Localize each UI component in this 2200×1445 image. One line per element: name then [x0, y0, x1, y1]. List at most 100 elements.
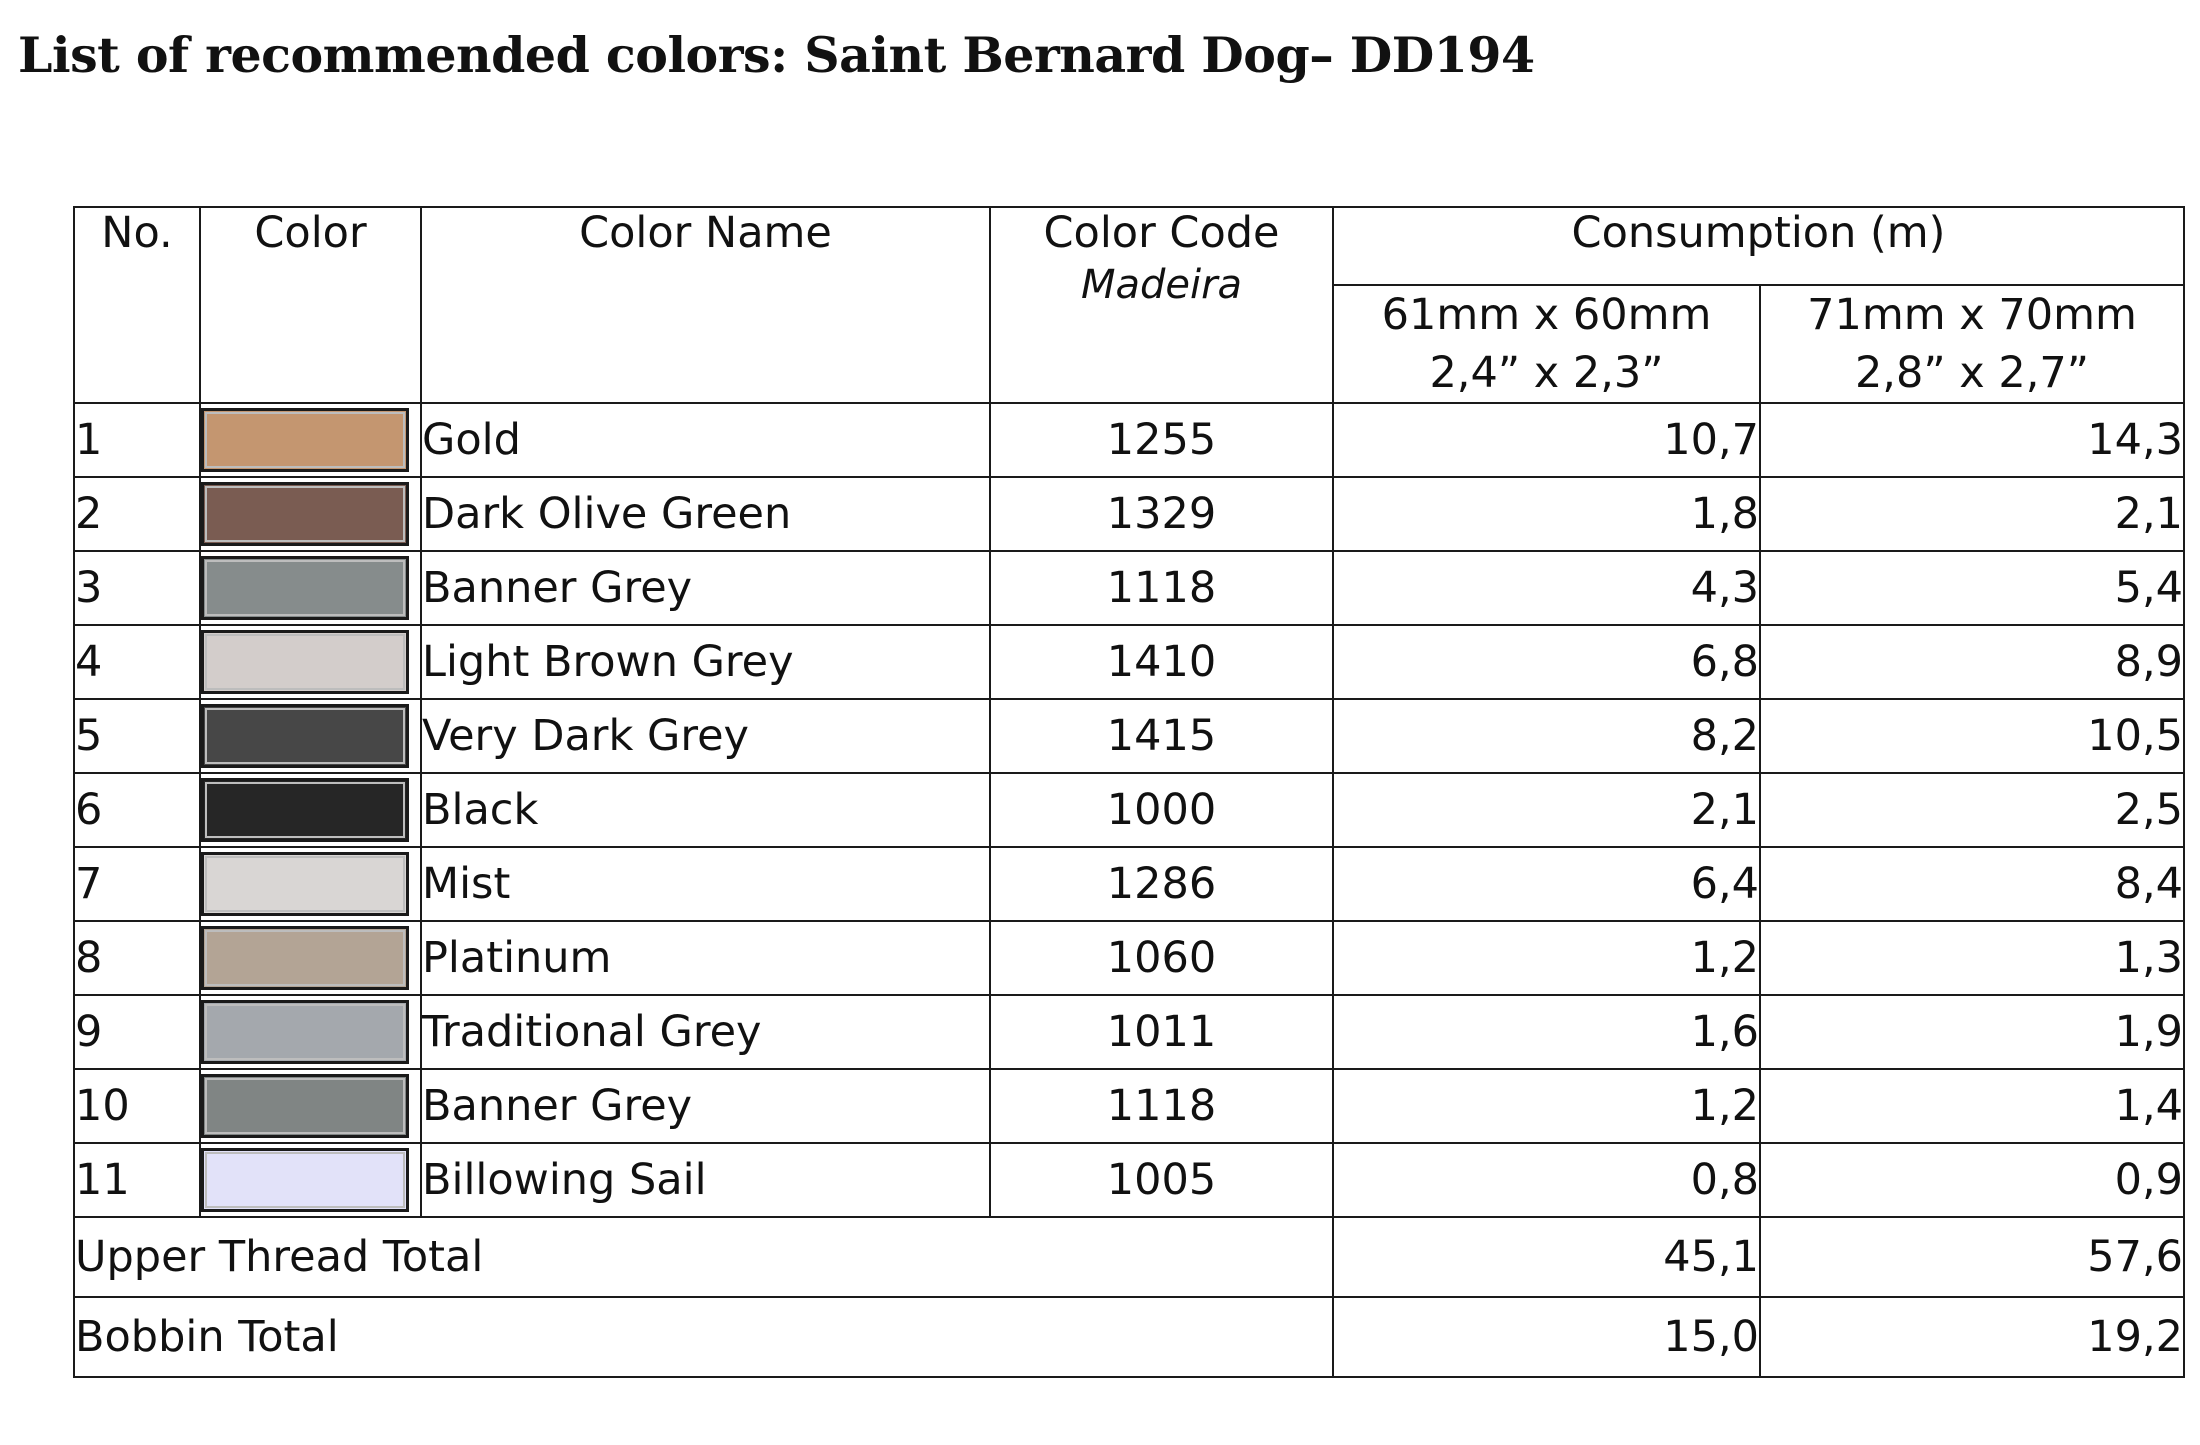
consumption-large: 1,4 [1759, 1068, 2185, 1144]
total-row: Upper Thread Total 45,1 57,6 [73, 1216, 2185, 1298]
header-size-small-mm: 61mm x 60mm [1381, 290, 1712, 340]
consumption-large: 14,3 [1759, 402, 2185, 478]
color-name: Mist [420, 846, 991, 922]
header-color-code-label: Color Code [1043, 208, 1280, 258]
table-totals: Upper Thread Total 45,1 57,6 Bobbin Total 15… [73, 1216, 2185, 1378]
header-no: No. [73, 206, 201, 404]
color-name: Platinum [420, 920, 991, 996]
row-number: 8 [73, 920, 201, 996]
consumption-large: 2,5 [1759, 772, 2185, 848]
row-number: 2 [73, 476, 201, 552]
header-size-small: 61mm x 60mm 2,4” x 2,3” [1332, 284, 1761, 404]
consumption-small: 1,2 [1332, 1068, 1761, 1144]
consumption-large: 1,3 [1759, 920, 2185, 996]
table-header: No. Color Color Name Color Code Madeira … [73, 206, 2185, 404]
header-color: Color [199, 206, 422, 404]
consumption-large: 10,5 [1759, 698, 2185, 774]
swatch-cell [199, 846, 422, 922]
color-swatch [202, 630, 409, 694]
swatch-cell [199, 476, 422, 552]
consumption-large: 8,9 [1759, 624, 2185, 700]
row-number: 5 [73, 698, 201, 774]
header-size-large-mm: 71mm x 70mm [1807, 290, 2137, 340]
color-code: 1286 [989, 846, 1334, 922]
swatch-cell [199, 624, 422, 700]
swatch-cell [199, 402, 422, 478]
color-name: Traditional Grey [420, 994, 991, 1070]
row-number: 6 [73, 772, 201, 848]
color-swatch [202, 926, 409, 990]
consumption-large: 5,4 [1759, 550, 2185, 626]
color-code: 1329 [989, 476, 1334, 552]
color-code: 1410 [989, 624, 1334, 700]
color-swatch [202, 556, 409, 620]
consumption-small: 6,4 [1332, 846, 1761, 922]
page-title: List of recommended colors: Saint Bernar… [18, 26, 1535, 84]
header-color-code-brand: Madeira [1080, 262, 1243, 308]
total-small: 15,0 [1332, 1296, 1761, 1378]
consumption-small: 1,8 [1332, 476, 1761, 552]
swatch-cell [199, 920, 422, 996]
table-row: 6 Black 1000 2,1 2,5 [73, 772, 2185, 848]
table-row: 4 Light Brown Grey 1410 6,8 8,9 [73, 624, 2185, 700]
table-row: 11 Billowing Sail 1005 0,8 0,9 [73, 1142, 2185, 1218]
header-color-name: Color Name [420, 206, 991, 404]
table-row: 8 Platinum 1060 1,2 1,3 [73, 920, 2185, 996]
header-size-small-in: 2,4” x 2,3” [1429, 348, 1664, 398]
color-name: Black [420, 772, 991, 848]
row-number: 4 [73, 624, 201, 700]
color-name: Very Dark Grey [420, 698, 991, 774]
consumption-small: 0,8 [1332, 1142, 1761, 1218]
total-large: 19,2 [1759, 1296, 2185, 1378]
consumption-small: 6,8 [1332, 624, 1761, 700]
consumption-large: 8,4 [1759, 846, 2185, 922]
table-row: 5 Very Dark Grey 1415 8,2 10,5 [73, 698, 2185, 774]
color-swatch [202, 408, 409, 472]
color-name: Light Brown Grey [420, 624, 991, 700]
consumption-small: 8,2 [1332, 698, 1761, 774]
color-swatch [202, 1000, 409, 1064]
color-code: 1000 [989, 772, 1334, 848]
swatch-cell [199, 698, 422, 774]
table-row: 7 Mist 1286 6,4 8,4 [73, 846, 2185, 922]
swatch-cell [199, 1142, 422, 1218]
color-name: Gold [420, 402, 991, 478]
color-swatch [202, 852, 409, 916]
header-color-code: Color Code Madeira [989, 206, 1334, 404]
swatch-cell [199, 1068, 422, 1144]
row-number: 10 [73, 1068, 201, 1144]
color-code: 1255 [989, 402, 1334, 478]
table-row: 1 Gold 1255 10,7 14,3 [73, 402, 2185, 478]
color-name: Banner Grey [420, 550, 991, 626]
row-number: 7 [73, 846, 201, 922]
color-swatch [202, 1074, 409, 1138]
row-number: 11 [73, 1142, 201, 1218]
swatch-cell [199, 994, 422, 1070]
consumption-small: 1,2 [1332, 920, 1761, 996]
table-row: 10 Banner Grey 1118 1,2 1,4 [73, 1068, 2185, 1144]
color-swatch [202, 704, 409, 768]
row-number: 3 [73, 550, 201, 626]
color-swatch [202, 1148, 409, 1212]
color-name: Banner Grey [420, 1068, 991, 1144]
color-code: 1011 [989, 994, 1334, 1070]
color-code: 1415 [989, 698, 1334, 774]
consumption-large: 1,9 [1759, 994, 2185, 1070]
swatch-cell [199, 772, 422, 848]
header-size-large: 71mm x 70mm 2,8” x 2,7” [1759, 284, 2185, 404]
total-small: 45,1 [1332, 1216, 1761, 1298]
swatch-cell [199, 550, 422, 626]
total-large: 57,6 [1759, 1216, 2185, 1298]
color-name: Dark Olive Green [420, 476, 991, 552]
consumption-large: 2,1 [1759, 476, 2185, 552]
table-row: 3 Banner Grey 1118 4,3 5,4 [73, 550, 2185, 626]
total-label: Bobbin Total [73, 1296, 1334, 1378]
table-row: 9 Traditional Grey 1011 1,6 1,9 [73, 994, 2185, 1070]
row-number: 1 [73, 402, 201, 478]
color-code: 1060 [989, 920, 1334, 996]
consumption-large: 0,9 [1759, 1142, 2185, 1218]
header-consumption: Consumption (m) [1332, 206, 2185, 286]
color-code: 1118 [989, 1068, 1334, 1144]
color-name: Billowing Sail [420, 1142, 991, 1218]
color-swatch [202, 778, 409, 842]
